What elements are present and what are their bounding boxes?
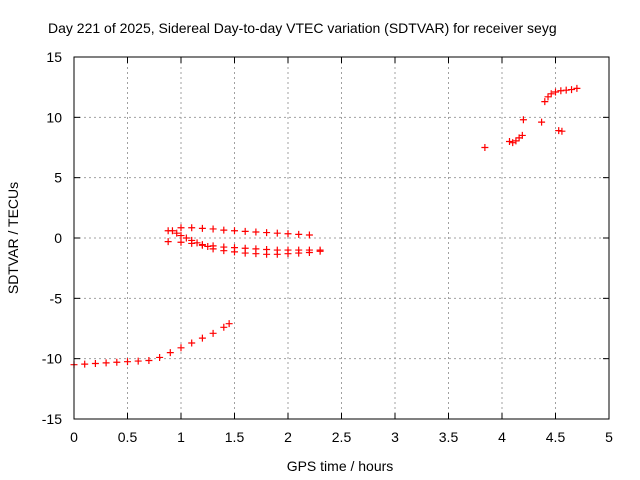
data-point bbox=[512, 137, 520, 145]
y-axis-label: SDTVAR / TECUs bbox=[5, 182, 21, 294]
data-point bbox=[134, 357, 142, 365]
y-tick-label: 5 bbox=[54, 170, 62, 186]
data-point bbox=[305, 246, 313, 254]
data-point bbox=[573, 84, 581, 92]
x-tick-label: 2 bbox=[284, 429, 292, 445]
data-point bbox=[538, 118, 546, 126]
data-point bbox=[557, 87, 565, 95]
data-point bbox=[284, 230, 292, 238]
data-point bbox=[124, 358, 131, 366]
data-point bbox=[220, 323, 228, 331]
data-point bbox=[91, 359, 99, 367]
x-tick-label: 3.5 bbox=[439, 429, 459, 445]
data-point bbox=[295, 230, 303, 238]
data-point bbox=[225, 320, 233, 328]
data-point bbox=[204, 242, 212, 250]
data-point bbox=[295, 246, 303, 254]
y-tick-label: 10 bbox=[46, 109, 62, 125]
x-tick-label: 3 bbox=[391, 429, 399, 445]
data-point bbox=[188, 224, 196, 232]
data-point bbox=[177, 238, 185, 246]
data-point bbox=[198, 224, 206, 232]
x-tick-label: 0.5 bbox=[118, 429, 138, 445]
data-point bbox=[168, 227, 176, 235]
data-point bbox=[193, 239, 201, 247]
x-tick-label: 1 bbox=[177, 429, 185, 445]
x-tick-label: 4.5 bbox=[546, 429, 566, 445]
data-point bbox=[305, 231, 313, 239]
x-tick-label: 0 bbox=[70, 429, 78, 445]
data-point bbox=[252, 245, 260, 253]
data-point bbox=[182, 234, 190, 242]
data-point bbox=[198, 241, 206, 249]
data-point bbox=[481, 144, 489, 151]
y-tick-label: 15 bbox=[46, 49, 62, 65]
data-point bbox=[241, 227, 249, 235]
data-point bbox=[166, 349, 174, 357]
series-segment-1 bbox=[70, 320, 233, 369]
series-segment-5 bbox=[481, 84, 581, 151]
data-point bbox=[220, 243, 228, 251]
data-point bbox=[209, 225, 217, 233]
data-point bbox=[145, 356, 153, 364]
data-point bbox=[177, 224, 185, 232]
data-point bbox=[509, 139, 517, 147]
data-point bbox=[555, 127, 563, 135]
data-point bbox=[284, 246, 292, 254]
grid bbox=[74, 57, 609, 419]
y-tick-label: -5 bbox=[50, 290, 63, 306]
data-point bbox=[316, 246, 324, 254]
data-point bbox=[177, 232, 185, 240]
data-point bbox=[209, 329, 217, 337]
data-point bbox=[220, 226, 228, 234]
data-point bbox=[241, 244, 249, 252]
x-tick-label: 1.5 bbox=[225, 429, 245, 445]
data-point bbox=[164, 238, 172, 246]
data-point bbox=[173, 229, 181, 237]
data-point bbox=[552, 88, 559, 96]
x-axis-label: GPS time / hours bbox=[287, 458, 394, 474]
data-point bbox=[156, 353, 164, 361]
x-tick-label: 5 bbox=[605, 429, 613, 445]
y-tick-label: 0 bbox=[54, 230, 62, 246]
data-point bbox=[198, 334, 206, 342]
data-point bbox=[547, 90, 555, 98]
data-point bbox=[273, 229, 281, 237]
data-point bbox=[518, 131, 526, 139]
data-point bbox=[209, 242, 217, 250]
data-point bbox=[263, 229, 271, 237]
data-point bbox=[263, 245, 271, 253]
data-point bbox=[188, 239, 196, 247]
data-point bbox=[562, 86, 570, 94]
chart-title: Day 221 of 2025, Sidereal Day-to-day VTE… bbox=[48, 20, 557, 36]
data-point bbox=[102, 359, 110, 367]
axis-ticks: 0 0.5 1 1.5 2 2.5 3 3.5 4 4.5 5 -15 -10 -5 0 5 10 15 bbox=[42, 49, 613, 445]
data-point bbox=[177, 344, 185, 352]
x-tick-label: 4 bbox=[498, 429, 506, 445]
data-point bbox=[273, 246, 281, 254]
y-tick-label: -15 bbox=[42, 411, 62, 427]
data-point bbox=[81, 360, 89, 368]
data-point bbox=[231, 244, 238, 252]
data-point bbox=[558, 127, 566, 135]
data-point bbox=[113, 358, 121, 366]
data-point bbox=[231, 227, 238, 235]
y-tick-label: -10 bbox=[42, 351, 62, 367]
data-point bbox=[252, 228, 260, 236]
data-point bbox=[544, 93, 552, 101]
data-point bbox=[541, 98, 549, 106]
data-points bbox=[70, 84, 581, 369]
data-point bbox=[519, 116, 527, 124]
data-point bbox=[188, 339, 196, 347]
series-segment-3 bbox=[164, 238, 324, 254]
data-point bbox=[568, 86, 576, 94]
series-segment-4 bbox=[177, 224, 313, 239]
x-tick-label: 2.5 bbox=[332, 429, 352, 445]
data-point bbox=[505, 137, 513, 145]
